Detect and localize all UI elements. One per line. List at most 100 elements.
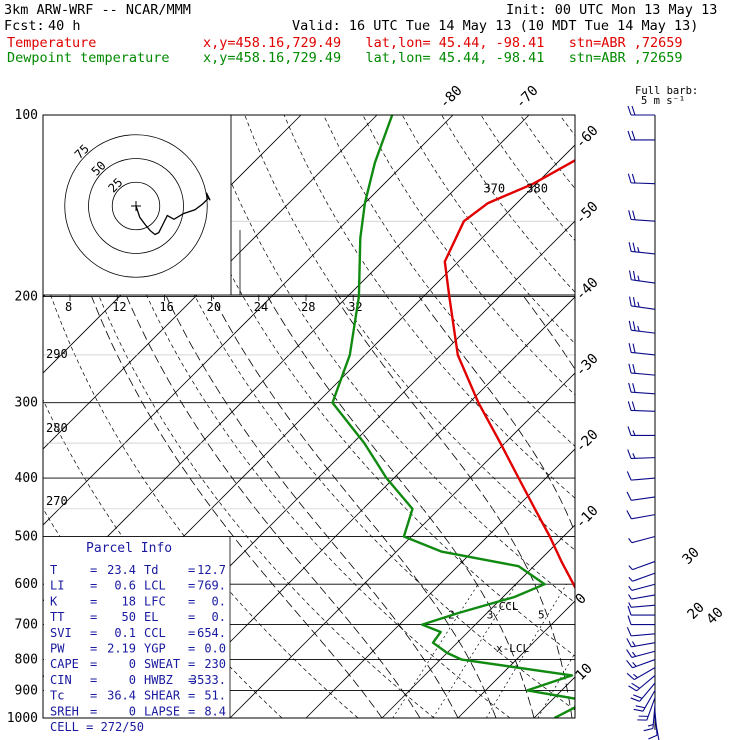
parcel-key: CIN (50, 673, 72, 687)
parcel-value: 0.1 (114, 626, 136, 640)
parcel-value: 51. (204, 689, 226, 703)
init-time: Init: 00 UTC Mon 13 May 13 (506, 2, 718, 18)
dry-adiabat (520, 115, 575, 189)
pressure-label: 1000 (7, 711, 38, 726)
parcel-eq: = (90, 689, 97, 703)
hodograph-ring (64, 134, 208, 278)
parcel-eq: = (90, 610, 97, 624)
speed-tick-label: 8 (65, 300, 72, 314)
pressure-label: 800 (15, 653, 38, 668)
parcel-value: 0.0 (204, 642, 226, 656)
parcel-eq: = (90, 642, 97, 656)
wind-barb (628, 594, 656, 600)
isotherm-line (533, 676, 575, 718)
isotherm-line (43, 115, 530, 602)
parcel-key: EL (144, 610, 158, 624)
mixing-ratio-line (392, 584, 479, 718)
wind-barb (626, 510, 656, 520)
parcel-key: SREH (50, 704, 79, 718)
lcl-annotation: x-LCL (496, 642, 529, 655)
hodograph-ring (111, 181, 161, 231)
dry-adiabat (480, 115, 575, 242)
dewpoint-location-info: x,y=458.16,729.49 lat,lon= 45.44, -98.41… (203, 50, 683, 66)
mixing-ratio-line (585, 584, 660, 718)
parcel-key: LFC (144, 594, 166, 608)
wind-barb (628, 572, 656, 582)
wind-barb (633, 690, 656, 712)
plot-frame (42, 114, 576, 719)
parcel-key: PW (50, 642, 65, 656)
parcel-value: 769. (197, 579, 226, 593)
moist-adiabat (724, 297, 740, 719)
parcel-eq: = (188, 610, 195, 624)
wind-barb (628, 270, 656, 284)
sounding-profiles (331, 115, 575, 718)
isotherm-line (610, 115, 740, 718)
wind-barb (627, 401, 656, 412)
pressure-label: 900 (15, 683, 38, 698)
parcel-value: 0 (129, 704, 136, 718)
parcel-eq: = (90, 563, 97, 577)
wind-barb (648, 711, 658, 740)
parcel-value: 18 (122, 594, 136, 608)
wind-barb (637, 697, 656, 721)
parcel-value: 2.19 (107, 642, 136, 656)
temperature-legend-label: Temperature (7, 35, 97, 51)
isotherm-line (229, 372, 575, 718)
pressure-label: 700 (15, 618, 38, 633)
mixing-ratio-lines: 2 3 5 8 12 20 (392, 584, 660, 718)
barb-key: Full barb: 5 m s⁻¹ (635, 85, 698, 107)
wind-barb (626, 667, 656, 681)
parcel-value: 0. (212, 594, 226, 608)
wind-barb (628, 675, 656, 692)
parcel-key: HWBZ (144, 673, 173, 687)
isotherm-line (43, 115, 378, 450)
parcel-eq: = (188, 689, 195, 703)
wind-barbs (626, 105, 660, 740)
temperature-location-info: x,y=458.16,729.49 lat,lon= 45.44, -98.41… (203, 35, 683, 51)
parcel-value: 0 (129, 657, 136, 671)
dry-adiabat (283, 115, 575, 499)
isotherm-label: 10 (573, 661, 596, 684)
wind-barb (628, 382, 656, 395)
isotherm-line (457, 600, 575, 718)
temperature-profile (443, 158, 575, 590)
isotherm-label: -10 (573, 503, 602, 532)
dry-adiabat (638, 115, 740, 718)
parcel-value: 0. (212, 610, 226, 624)
theta-label: 290 (46, 347, 68, 361)
parcel-eq: = (188, 563, 195, 577)
isotherm-line (381, 524, 575, 718)
isotherm-line (305, 448, 575, 718)
wind-barb (627, 173, 656, 185)
parcel-key: SHEAR (144, 689, 181, 703)
hodograph-ring (88, 158, 184, 254)
parcel-eq: = (90, 657, 97, 671)
moist-adiabat (418, 296, 575, 534)
pressure-label: 500 (15, 529, 38, 544)
hodograph-frame (42, 114, 232, 296)
parcel-eq: = (188, 579, 195, 593)
isotherm-label: -30 (573, 351, 602, 380)
wind-barb (628, 320, 656, 334)
parcel-eq: = (90, 704, 97, 718)
model-title: 3km ARW-WRF -- NCAR/MMM (4, 2, 191, 18)
dry-adiabat (401, 115, 575, 345)
wind-barb (628, 296, 656, 310)
forecast-hour: 40 h (48, 18, 81, 34)
wind-barb (626, 626, 656, 637)
wind-barb (626, 491, 656, 501)
parcel-value: 23.4 (107, 563, 136, 577)
parcel-key: CCL (144, 626, 166, 640)
speed-tick-label: 16 (159, 300, 173, 314)
theta-label: 270 (46, 494, 68, 508)
mixing-ratio-line (485, 584, 567, 718)
parcel-eq: = (90, 626, 97, 640)
parcel-value: 36.4 (107, 689, 136, 703)
parcel-value: 230 (204, 657, 226, 671)
dewpoint-legend-label: Dewpoint temperature (7, 50, 170, 66)
wind-barb (643, 704, 656, 732)
wind-barb (630, 682, 656, 702)
